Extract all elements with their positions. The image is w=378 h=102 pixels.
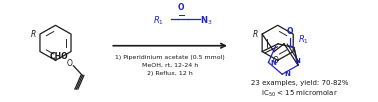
Text: O: O: [178, 3, 184, 12]
Text: $R_1$: $R_1$: [153, 14, 164, 27]
Text: 2) Reflux, 12 h: 2) Reflux, 12 h: [147, 71, 193, 76]
Text: R: R: [253, 30, 258, 39]
Text: 23 examples, yield: 70-82%: 23 examples, yield: 70-82%: [251, 80, 349, 86]
Text: $R_1$: $R_1$: [298, 34, 309, 46]
Text: N: N: [270, 60, 276, 66]
Text: MeOH, rt, 12-24 h: MeOH, rt, 12-24 h: [142, 63, 198, 68]
Text: O: O: [287, 27, 293, 36]
Text: N: N: [284, 71, 290, 77]
Text: N$_3$: N$_3$: [200, 14, 212, 27]
Text: 1) Piperidinium acetate (0.5 mmol): 1) Piperidinium acetate (0.5 mmol): [115, 55, 225, 60]
Text: O: O: [272, 56, 278, 65]
Text: R: R: [31, 30, 36, 39]
Text: O: O: [67, 59, 72, 68]
Text: CHO: CHO: [50, 53, 68, 62]
Text: N: N: [294, 58, 300, 64]
Text: IC$_{50}$ < 15 micromolar: IC$_{50}$ < 15 micromolar: [261, 88, 338, 99]
